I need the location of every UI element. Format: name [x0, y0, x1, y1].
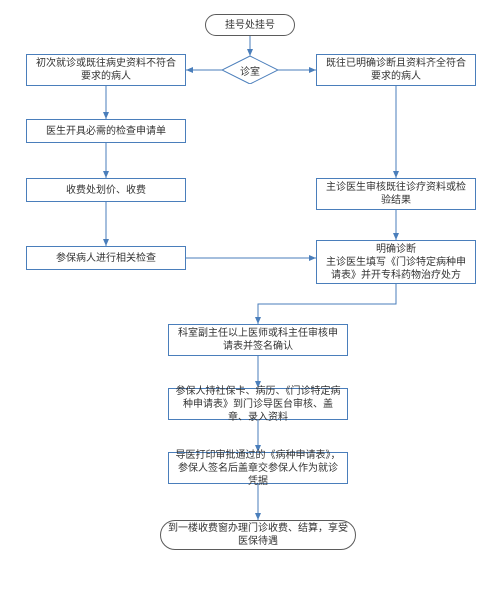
node-leftA: 初次就诊或既往病史资料不符合要求的病人 — [26, 54, 186, 86]
node-mid3-label: 导医打印审批通过的《病种申请表》，参保人签名后盖章交参保人作为就诊凭据 — [175, 449, 341, 488]
node-leftC-label: 收费处划价、收费 — [66, 184, 146, 197]
node-mid2-label: 参保人持社保卡、病历、《门诊特定病种申请表》到门诊导医台审核、盖章、录入资料 — [175, 385, 341, 424]
node-leftB-label: 医生开具必需的检查申请单 — [46, 125, 166, 138]
node-start: 挂号处挂号 — [205, 14, 295, 36]
node-rightC: 明确诊断 主诊医生填写《门诊特定病种申请表》并开专科药物治疗处方 — [316, 240, 476, 284]
edge-rightC-mid1 — [258, 284, 396, 324]
node-clinic-label: 诊室 — [240, 63, 260, 78]
node-rightB-label: 主诊医生审核既往诊疗资料或检验结果 — [323, 181, 469, 207]
node-leftA-label: 初次就诊或既往病史资料不符合要求的病人 — [33, 57, 179, 83]
node-leftD: 参保病人进行相关检查 — [26, 246, 186, 270]
node-mid2: 参保人持社保卡、病历、《门诊特定病种申请表》到门诊导医台审核、盖章、录入资料 — [168, 388, 348, 420]
node-rightC-label: 明确诊断 主诊医生填写《门诊特定病种申请表》并开专科药物治疗处方 — [323, 243, 469, 282]
node-end: 到一楼收费窗办理门诊收费、结算，享受医保待遇 — [160, 520, 356, 550]
node-end-label: 到一楼收费窗办理门诊收费、结算，享受医保待遇 — [167, 522, 349, 548]
node-rightA: 既往已明确诊断且资料齐全符合要求的病人 — [316, 54, 476, 86]
node-mid3: 导医打印审批通过的《病种申请表》，参保人签名后盖章交参保人作为就诊凭据 — [168, 452, 348, 484]
node-mid1: 科室副主任以上医师或科主任审核申请表并签名确认 — [168, 324, 348, 356]
node-leftB: 医生开具必需的检查申请单 — [26, 119, 186, 143]
node-start-label: 挂号处挂号 — [225, 19, 275, 32]
node-clinic: 诊室 — [222, 56, 278, 84]
flow-arrows — [0, 0, 500, 589]
node-rightA-label: 既往已明确诊断且资料齐全符合要求的病人 — [323, 57, 469, 83]
node-mid1-label: 科室副主任以上医师或科主任审核申请表并签名确认 — [175, 327, 341, 353]
node-leftD-label: 参保病人进行相关检查 — [56, 252, 156, 265]
node-rightB: 主诊医生审核既往诊疗资料或检验结果 — [316, 178, 476, 210]
node-leftC: 收费处划价、收费 — [26, 178, 186, 202]
